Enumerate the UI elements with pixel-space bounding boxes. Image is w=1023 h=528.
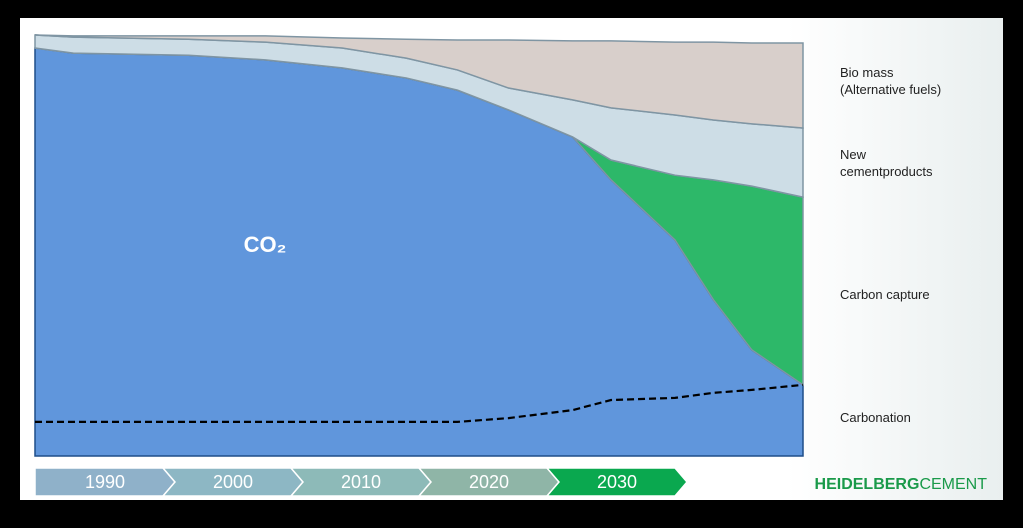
timeline-chevron bbox=[545, 467, 688, 497]
legend-label: New cementproducts bbox=[840, 147, 933, 179]
brand-light: CEMENT bbox=[919, 476, 987, 493]
brand: HEIDELBERGCEMENT bbox=[815, 476, 988, 493]
timeline-label: 2020 bbox=[469, 472, 509, 492]
legend-label: Carbonation bbox=[840, 410, 911, 425]
co2-label: CO₂ bbox=[244, 232, 287, 257]
carbonation-line bbox=[35, 383, 804, 423]
brand-bold: HEIDELBERG bbox=[815, 476, 920, 493]
area bbox=[34, 34, 804, 129]
legend-label: Bio mass (Alternative fuels) bbox=[840, 65, 942, 97]
legend-label: Carbon capture bbox=[840, 287, 930, 302]
timeline-label: 1990 bbox=[85, 472, 125, 492]
timeline-label: 2010 bbox=[341, 472, 381, 492]
timeline-label: 2030 bbox=[597, 472, 637, 492]
timeline-label: 2000 bbox=[213, 472, 253, 492]
